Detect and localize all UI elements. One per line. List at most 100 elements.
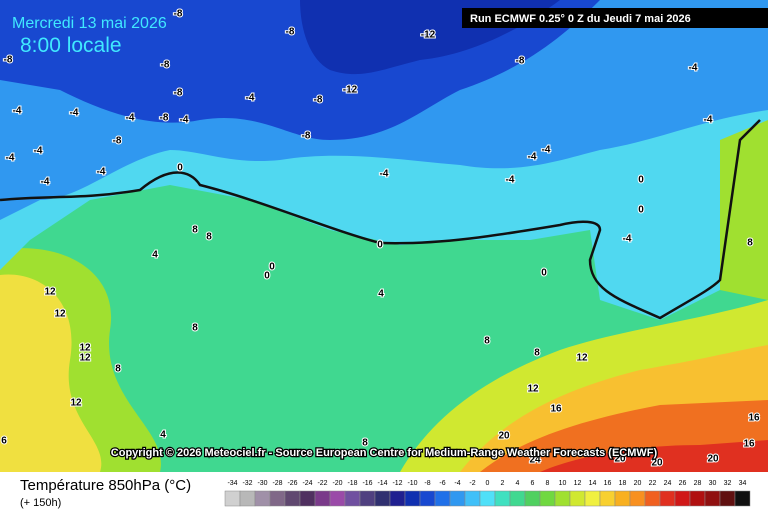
contour-label: 0	[177, 163, 183, 174]
time-text: 8:00 locale	[20, 34, 122, 57]
copyright: Copyright © 2026 Meteociel.fr - Source E…	[111, 447, 658, 459]
scale-label: -4	[454, 480, 460, 487]
scale-label: 2	[501, 480, 505, 487]
scale-label: -12	[392, 480, 402, 487]
contour-label: 12	[576, 353, 588, 364]
scale-label: -8	[424, 480, 430, 487]
contour-label: -8	[4, 55, 13, 66]
contour-label: -4	[704, 115, 713, 126]
scale-label: -28	[272, 480, 282, 487]
contour-label: 16	[748, 413, 760, 424]
contour-label: 8	[115, 364, 121, 375]
contour-label: 8	[192, 225, 198, 236]
contour-label: 20	[498, 431, 510, 442]
contour-label: 0	[638, 175, 644, 186]
contour-label: -4	[41, 177, 50, 188]
scale-label: 22	[649, 480, 657, 487]
date-text: Mercredi 13 mai 2026	[12, 15, 167, 32]
contour-label: -8	[161, 60, 170, 71]
scale-label: 26	[679, 480, 687, 487]
scale-label: -30	[257, 480, 267, 487]
scale-label: 16	[604, 480, 612, 487]
scale-swatch	[224, 490, 241, 507]
contour-label: -4	[180, 115, 189, 126]
color-scale: -34 -32 -30 -28 -26 -24 -22 -20 -18 -16 -14 -12 -10-…	[224, 480, 751, 507]
contour-label: -4	[6, 153, 15, 164]
contour-label: -4	[623, 234, 632, 245]
scale-label: -16	[362, 480, 372, 487]
scale-swatch	[374, 490, 391, 507]
scale-swatch	[284, 490, 301, 507]
scale-swatch	[599, 490, 616, 507]
contour-label: 12	[54, 309, 66, 320]
scale-label: 24	[664, 480, 672, 487]
contour-label: -4	[689, 63, 698, 74]
scale-swatch	[554, 490, 571, 507]
scale-label: 20	[634, 480, 642, 487]
scale-label: 28	[694, 480, 702, 487]
contour-label: 16	[550, 404, 562, 415]
scale-swatch	[509, 490, 526, 507]
scale-swatch	[479, 490, 496, 507]
scale-label: -34	[227, 480, 237, 487]
contour-label: 8	[534, 348, 540, 359]
scale-swatch	[239, 490, 256, 507]
hot-south3	[540, 440, 768, 472]
contour-label: 0	[377, 240, 383, 251]
contour-label: 0	[541, 268, 547, 279]
scale-swatch	[539, 490, 556, 507]
scale-label: 12	[574, 480, 582, 487]
scale-swatch	[614, 490, 631, 507]
east-green	[720, 120, 768, 300]
contour-label: -8	[302, 131, 311, 142]
scale-swatch	[254, 490, 271, 507]
scale-swatch	[464, 490, 481, 507]
scale-label: 32	[724, 480, 732, 487]
scale-label: -18	[347, 480, 357, 487]
contour-label: -4	[97, 167, 106, 178]
run-text: Run ECMWF 0.25° 0 Z du Jeudi 7 mai 2026	[470, 13, 691, 25]
footer-lead: (+ 150h)	[20, 497, 61, 509]
scale-swatch	[704, 490, 721, 507]
contour-label: 8	[206, 232, 212, 243]
scale-label: 34	[739, 480, 747, 487]
contour-label: 8	[362, 438, 368, 449]
scale-label: 6	[531, 480, 535, 487]
scale-swatch	[734, 490, 751, 507]
contour-label: 20	[651, 458, 663, 469]
contour-label: -4	[246, 93, 255, 104]
contour-label: 8	[192, 323, 198, 334]
scale-label: -14	[377, 480, 387, 487]
scale-swatch	[359, 490, 376, 507]
scale-label: 10	[559, 480, 567, 487]
contour-label: -8	[174, 9, 183, 20]
contour-label: -12	[343, 85, 358, 96]
contour-label: -8	[314, 95, 323, 106]
scale-label: 14	[589, 480, 597, 487]
scale-swatch	[524, 490, 541, 507]
contour-label: -4	[70, 108, 79, 119]
contour-label: 16	[743, 439, 755, 450]
scale-swatch	[419, 490, 436, 507]
scale-label: -22	[317, 480, 327, 487]
contour-label: 4	[378, 289, 384, 300]
scale-swatch	[569, 490, 586, 507]
contour-label: 0	[269, 262, 275, 273]
contour-label: 0	[638, 205, 644, 216]
warm-west2	[0, 274, 102, 472]
contour-label: -4	[542, 145, 551, 156]
contour-label: 12	[79, 343, 91, 354]
contour-label: 12	[527, 384, 539, 395]
contour-label: 4	[160, 430, 166, 441]
scale-label: 8	[546, 480, 550, 487]
contour-label: -8	[516, 56, 525, 67]
scale-label: -32	[242, 480, 252, 487]
scale-swatch	[494, 490, 511, 507]
scale-swatch	[584, 490, 601, 507]
contour-label: -4	[506, 175, 515, 186]
scale-swatch	[434, 490, 451, 507]
contour-label: -8	[160, 113, 169, 124]
contour-label: 8	[747, 238, 753, 249]
scale-swatch	[329, 490, 346, 507]
